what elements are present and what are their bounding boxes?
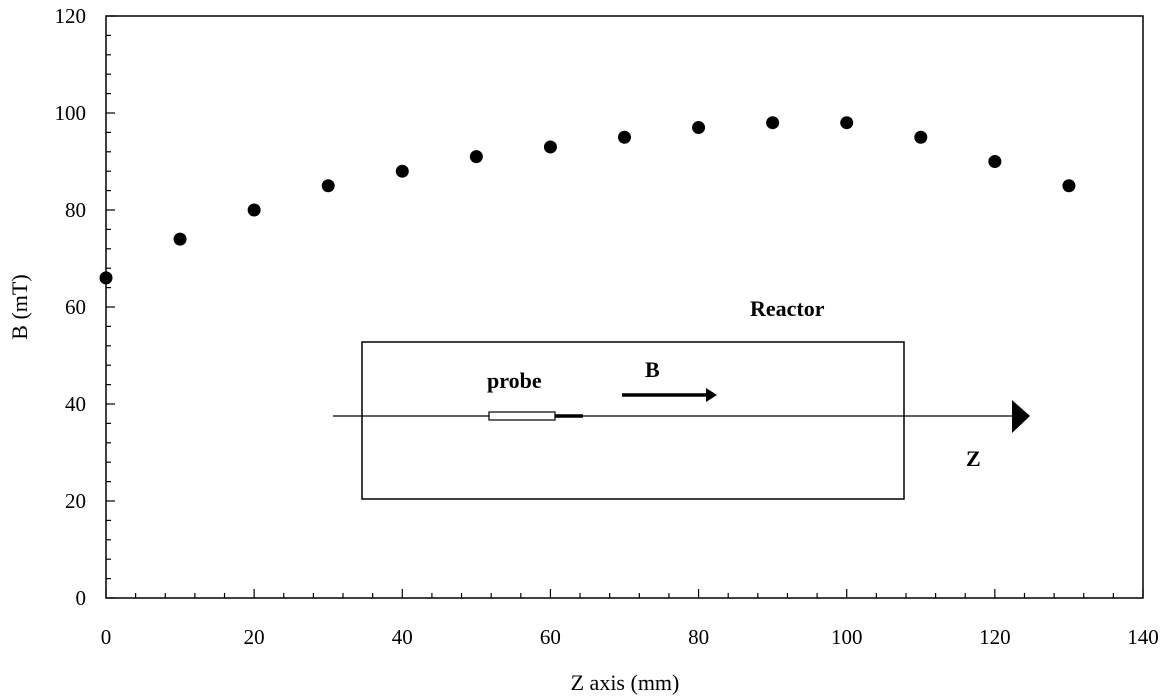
data-point [914, 130, 928, 144]
x-axis-title: Z axis (mm) [571, 670, 680, 695]
y-axis-ticks [106, 15, 115, 599]
x-tick-label: 140 [1127, 625, 1159, 649]
x-axis-ticks [105, 589, 1144, 598]
reactor-box [361, 341, 905, 500]
data-point [543, 140, 557, 154]
x-tick-label: 60 [540, 625, 561, 649]
data-point [469, 150, 483, 164]
y-tick-label: 40 [65, 392, 86, 416]
data-point [1062, 179, 1076, 193]
data-point [692, 121, 706, 135]
b-field-label: B [645, 357, 660, 382]
data-point [321, 179, 335, 193]
data-point [247, 203, 261, 217]
data-point [988, 155, 1002, 168]
x-tick-label: 120 [979, 625, 1011, 649]
x-tick-label: 0 [101, 625, 112, 649]
y-axis-title: B (mT) [7, 274, 32, 339]
probe-label: probe [487, 368, 542, 393]
y-axis-tick-labels: 0 20 40 60 80 100 120 [55, 4, 87, 610]
probe-body [488, 411, 556, 421]
x-axis-tick-labels: 0 20 40 60 80 100 120 140 [101, 625, 1159, 649]
b-field-arrowhead [706, 388, 717, 402]
y-tick-label: 120 [55, 4, 87, 28]
y-tick-label: 80 [65, 198, 86, 222]
y-tick-label: 60 [65, 295, 86, 319]
z-axis-label: Z [966, 446, 981, 471]
data-points [99, 116, 1076, 285]
data-point [840, 116, 854, 130]
x-tick-label: 20 [244, 625, 265, 649]
data-point [618, 130, 631, 144]
reactor-label: Reactor [750, 296, 825, 321]
y-tick-label: 100 [55, 101, 87, 125]
y-tick-label: 20 [65, 489, 86, 513]
x-tick-label: 80 [688, 625, 709, 649]
data-point [99, 271, 113, 285]
reactor-diagram: Reactor Z probe B [333, 296, 1030, 500]
x-tick-label: 40 [392, 625, 413, 649]
data-point [766, 116, 780, 130]
data-point [395, 164, 409, 178]
plot-frame [105, 15, 1144, 599]
z-axis-arrowhead [1012, 400, 1030, 433]
data-point [173, 232, 187, 246]
y-tick-label: 0 [76, 586, 87, 610]
x-tick-label: 100 [831, 625, 863, 649]
